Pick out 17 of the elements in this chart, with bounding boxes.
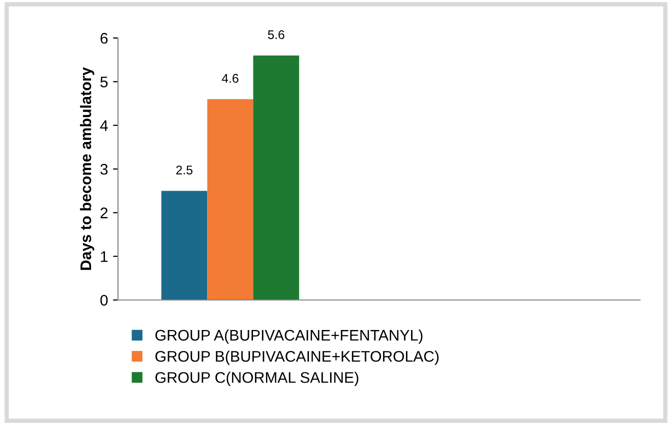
y-tick-label: 2 — [100, 208, 108, 218]
y-tick-label: 4 — [100, 120, 108, 131]
bar — [161, 190, 208, 300]
y-tick-label: 0 — [100, 294, 108, 306]
data-label: 2.5 — [176, 166, 192, 174]
data-label: 5.6 — [268, 30, 284, 40]
bar — [253, 55, 300, 300]
y-tick-label: 1 — [100, 251, 108, 262]
legend-label: GROUP C(NORMAL SALINE) — [155, 372, 358, 386]
y-tick-label: 3 — [100, 164, 108, 175]
bar — [207, 99, 254, 300]
legend-label: GROUP A(BUPIVACAINE+FENTANYL) — [155, 329, 422, 344]
legend-label: GROUP B(BUPIVACAINE+KETOROLAC) — [155, 350, 439, 365]
data-label: 4.6 — [222, 74, 238, 83]
y-axis-title: Days to become ambulatory — [80, 67, 94, 270]
y-tick-label: 5 — [100, 76, 108, 88]
y-tick-label: 6 — [100, 32, 108, 44]
